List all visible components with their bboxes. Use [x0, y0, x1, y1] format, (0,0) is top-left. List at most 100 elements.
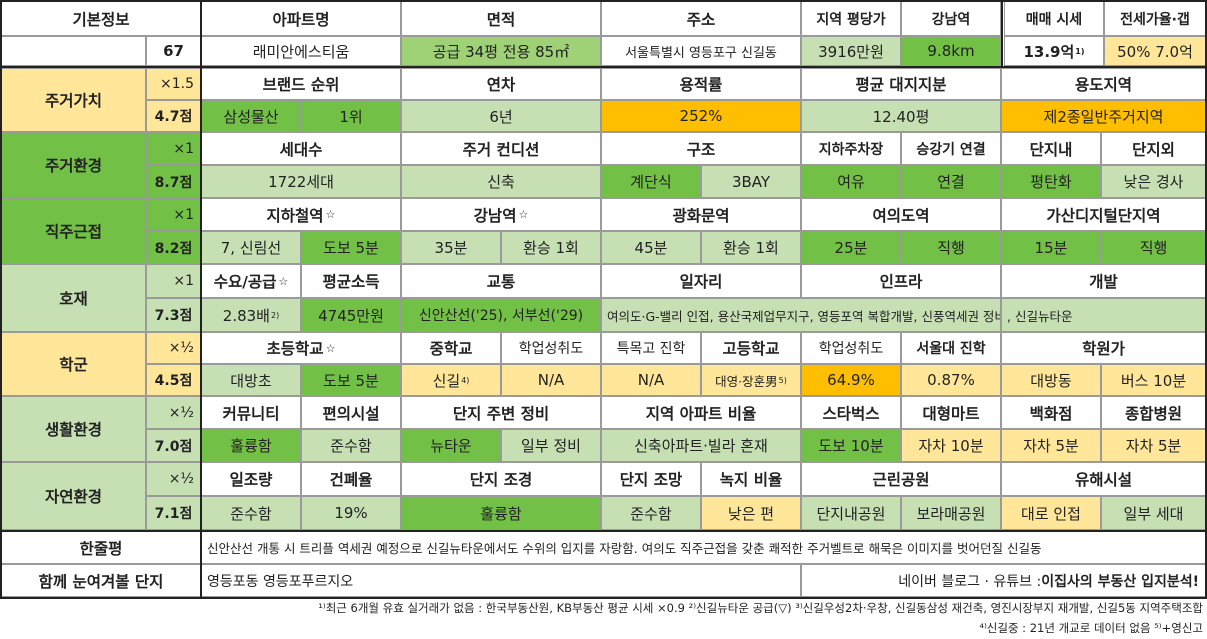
header-land-share: 평균 대지지분: [801, 68, 1001, 100]
star-icon: ☆: [278, 274, 289, 288]
hazard-partial: 일부 세대: [1101, 496, 1206, 530]
brand-name: 삼성물산: [201, 100, 301, 132]
header-convenience: 편의시설: [301, 396, 401, 429]
middle-school-value: 신길 4): [401, 364, 501, 396]
header-structure: 구조: [601, 132, 801, 165]
gangnam-time: 35분: [401, 231, 501, 264]
brand-rank: 1위: [301, 100, 401, 132]
section-label-natural-environment: 자연환경: [1, 462, 146, 530]
gasan-transfer: 직행: [1101, 231, 1206, 264]
frame-top: [0, 0, 1207, 2]
header-high-school: 고등학교: [701, 332, 801, 364]
structure-stair: 계단식: [601, 165, 701, 198]
header-building-age: 연차: [401, 68, 601, 100]
building-age-value: 6년: [401, 100, 601, 132]
starbucks-value: 도보 10분: [801, 429, 901, 462]
header-condition: 주거 컨디션: [401, 132, 601, 165]
apartment-number: 67: [146, 36, 201, 66]
header-supply-demand: 수요/공급 ☆: [201, 264, 301, 298]
compare-text: 영등포동 영등포푸르지오: [201, 564, 801, 597]
hazard-road: 대로 인접: [1001, 496, 1101, 530]
park-inner: 단지내공원: [801, 496, 901, 530]
score-living-environment: 8.7점: [146, 165, 201, 198]
header-area: 면적: [401, 1, 601, 36]
footnote-line-2: ⁴⁾신길중 : 21년 개교로 데이터 없음 ⁵⁾+영신고: [979, 621, 1203, 635]
frame-divider-basic: [0, 66, 1207, 68]
elevator-value: 연결: [901, 165, 1001, 198]
gasan-time: 15분: [1001, 231, 1101, 264]
jobs-infra-value: 여의도·G-밸리 인접, 용산국제업무지구, 영등포역 복합개발, 신풍역세권 …: [601, 298, 1001, 332]
score-commute: 8.2점: [146, 231, 201, 264]
star-icon: ☆: [518, 208, 529, 221]
header-community: 커뮤니티: [201, 396, 301, 429]
header-starbucks: 스타벅스: [801, 396, 901, 429]
header-jeonse: 전세가율·갭: [1104, 1, 1206, 36]
header-infrastructure: 인프라: [801, 264, 1001, 298]
source-credit: 네이버 블로그 · 유튜브 : 이집사의 부동산 입지분석!: [801, 564, 1206, 597]
compare-label: 함께 눈여겨볼 단지: [1, 564, 201, 597]
header-traffic: 교통: [401, 264, 601, 298]
surroundings-newtown: 뉴타운: [401, 429, 501, 462]
header-high-achievement: 학업성취도: [801, 332, 901, 364]
park-boramae: 보라매공원: [901, 496, 1001, 530]
zoning-value: 제2종일반주거지역: [1001, 100, 1206, 132]
header-zoning: 용도지역: [1001, 68, 1206, 100]
score-development: 7.3점: [146, 298, 201, 332]
score-school: 4.5점: [146, 364, 201, 396]
frame-bottom: [0, 597, 1207, 599]
summary-label: 한줄평: [1, 531, 201, 564]
convenience-value: 준수함: [301, 429, 401, 462]
frame-right: [1205, 0, 1207, 599]
frame-price-divider: [1001, 0, 1003, 67]
multiplier-residential-value: ×1.5: [146, 68, 201, 100]
sunlight-value: 준수함: [201, 496, 301, 530]
header-elementary: 초등학교 ☆: [201, 332, 401, 364]
header-view: 단지 조망: [601, 462, 701, 496]
jeonse-value: 50% 7.0억: [1104, 36, 1206, 66]
header-gangnam-station: 강남역 ☆: [401, 198, 601, 231]
header-outside-slope: 단지외: [1101, 132, 1206, 165]
header-floor-area-ratio: 용적률: [601, 68, 801, 100]
frame-left: [0, 0, 2, 599]
header-mart: 대형마트: [901, 396, 1001, 429]
header-redevelopment: 개발: [1001, 264, 1206, 298]
header-elevator: 승강기 연결: [901, 132, 1001, 165]
header-price-per-pyeong: 지역 평당가: [801, 1, 901, 36]
star-icon: ☆: [325, 208, 336, 221]
section-label-living-environment: 주거환경: [1, 132, 146, 198]
section-label-commute: 직주근접: [1, 198, 146, 264]
multiplier-living-environment: ×1: [146, 132, 201, 165]
multiplier-life-environment: ×½: [146, 396, 201, 429]
academy-bus: 버스 10분: [1101, 364, 1206, 396]
community-value: 훌륭함: [201, 429, 301, 462]
header-households: 세대수: [201, 132, 401, 165]
inside-slope-value: 평탄화: [1001, 165, 1101, 198]
header-department-store: 백화점: [1001, 396, 1101, 429]
header-gangnam-distance: 강남역: [901, 1, 1001, 36]
header-special-high: 특목고 진학: [601, 332, 701, 364]
header-gasan: 가산디지털단지역: [1001, 198, 1206, 231]
parking-value: 여유: [801, 165, 901, 198]
header-green-ratio: 녹지 비율: [701, 462, 801, 496]
land-share-value: 12.40평: [801, 100, 1001, 132]
multiplier-natural-environment: ×½: [146, 462, 201, 496]
gwanghwamun-transfer: 환승 1회: [701, 231, 801, 264]
mart-value: 자차 10분: [901, 429, 1001, 462]
address-value: 서울특별시 영등포구 신길동: [601, 36, 801, 66]
average-income-value: 4745만원: [301, 298, 401, 332]
frame-divider-summary: [0, 530, 1207, 532]
supply-demand-value: 2.83배 2): [201, 298, 301, 332]
header-surroundings: 단지 주변 정비: [401, 396, 601, 429]
header-snu-admission: 서울대 진학: [901, 332, 1001, 364]
header-yeouido: 여의도역: [801, 198, 1001, 231]
header-address: 주소: [601, 1, 801, 36]
coverage-value: 19%: [301, 496, 401, 530]
header-sunlight: 일조량: [201, 462, 301, 496]
apartment-name: 래미안에스티움: [201, 36, 401, 66]
header-coverage: 건폐율: [301, 462, 401, 496]
elementary-walk: 도보 5분: [301, 364, 401, 396]
header-average-income: 평균소득: [301, 264, 401, 298]
gangnam-transfer: 환승 1회: [501, 231, 601, 264]
header-landscape: 단지 조경: [401, 462, 601, 496]
header-gwanghwamun: 광화문역: [601, 198, 801, 231]
